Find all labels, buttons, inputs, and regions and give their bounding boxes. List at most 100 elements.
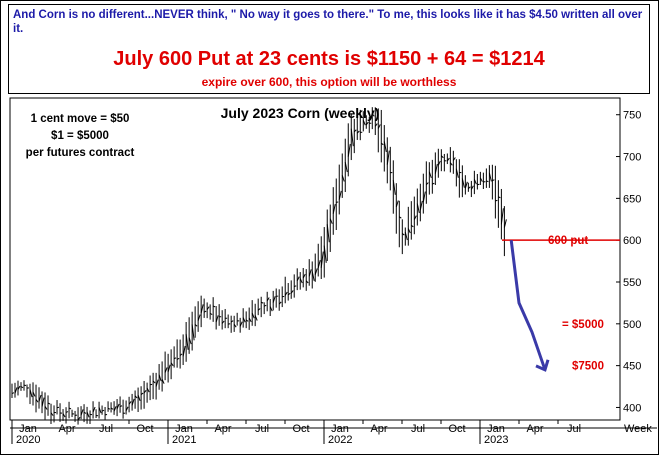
price-bar-close	[92, 406, 96, 413]
price-bar-close	[173, 357, 177, 360]
price-bar-close	[257, 308, 261, 311]
x-month-label: Jan	[487, 423, 505, 435]
x-month-label: Jan	[331, 423, 349, 435]
price-bar-close	[152, 380, 156, 384]
banner-subline: expire over 600, this option will be wor…	[201, 75, 457, 89]
price-bar-close	[353, 129, 357, 133]
price-bar-close	[245, 319, 249, 322]
price-bar-close	[77, 416, 81, 421]
price-bar-close	[308, 269, 312, 277]
price-bar-close	[50, 412, 54, 416]
price-bar-close	[248, 317, 252, 323]
price-bar-close	[356, 130, 360, 134]
price-bar-close	[419, 200, 423, 211]
price-bar-close	[383, 141, 387, 153]
price-bar-close	[294, 285, 297, 287]
price-bar-close	[140, 392, 144, 395]
price-bar-close	[179, 353, 183, 356]
x-month-label: Jan	[19, 423, 37, 435]
banner-headline: July 600 Put at 23 cents is $1150 + 64 =…	[113, 48, 545, 70]
price-bar-close	[155, 379, 159, 387]
x-year-label: 2020	[16, 434, 40, 446]
x-month-label: Jul	[99, 423, 113, 435]
price-bar-close	[470, 185, 474, 190]
price-bar-close	[125, 406, 129, 412]
price-bar-close	[377, 124, 381, 129]
price-bar-close	[263, 304, 267, 307]
price-bar-close	[434, 163, 438, 174]
price-bar-close	[440, 155, 444, 159]
price-bar-close	[83, 411, 87, 414]
price-bar-close	[29, 389, 33, 398]
price-bar-close	[404, 231, 408, 241]
price-bar-close	[110, 407, 114, 410]
y-tick-label: 700	[623, 152, 641, 164]
price-bar-close	[194, 324, 198, 327]
price-bar-close	[260, 301, 264, 304]
price-bar-close	[170, 362, 174, 367]
price-bar-close	[411, 224, 414, 228]
x-month-label: Jul	[411, 423, 425, 435]
price-bar-close	[386, 150, 390, 165]
price-bar-close	[272, 296, 276, 303]
price-bar-close	[128, 401, 132, 405]
price-bar-close	[399, 216, 402, 219]
price-bar-close	[221, 320, 225, 324]
price-bar-close	[266, 297, 270, 302]
price-bar-close	[320, 251, 324, 269]
price-bar-close	[422, 191, 426, 203]
price-bar-close	[65, 411, 69, 413]
price-bar-close	[332, 203, 336, 214]
price-bar-close	[503, 219, 507, 228]
price-bar-close	[242, 317, 246, 323]
price-bar-close	[401, 233, 405, 236]
price-bar-close	[146, 387, 150, 393]
price-bar-close	[305, 280, 309, 284]
price-bar-close	[197, 314, 201, 321]
price-bar-close	[212, 305, 216, 308]
y-tick-label: 750	[623, 110, 641, 122]
price-bar-close	[41, 397, 45, 407]
price-bar-close	[299, 278, 303, 284]
price-bar-close	[371, 113, 375, 117]
price-bar-close	[62, 413, 66, 418]
price-bar-close	[287, 292, 291, 296]
price-bar-close	[492, 179, 495, 182]
price-bar-close	[158, 374, 162, 382]
price-bar-close	[269, 306, 273, 312]
note-per-contract: per futures contract	[26, 147, 135, 159]
price-bar-close	[233, 324, 237, 328]
x-month-label: Jul	[255, 423, 269, 435]
x-month-label: Oct	[136, 423, 153, 435]
price-bar-close	[317, 260, 321, 268]
price-bar-close	[468, 186, 471, 189]
price-bar-close	[188, 337, 192, 345]
price-bar-close	[113, 406, 117, 412]
price-bar-close	[344, 161, 348, 173]
plot-area	[9, 97, 621, 421]
price-bar-close	[428, 171, 432, 179]
price-bar-close	[11, 392, 15, 395]
price-bar-close	[47, 402, 51, 405]
price-bar-close	[455, 168, 459, 178]
x-year-label: 2023	[484, 434, 508, 446]
price-bar-close	[203, 310, 207, 313]
y-tick-label: 550	[623, 277, 641, 289]
price-bar-close	[191, 324, 195, 341]
price-bar-close	[329, 218, 333, 224]
price-bar-close	[35, 398, 39, 403]
price-bar-close	[392, 180, 396, 195]
price-bar-close	[143, 390, 147, 394]
x-month-label: Apr	[58, 423, 75, 435]
price-bar-close	[290, 290, 294, 294]
y-tick-label: 400	[623, 402, 641, 414]
annotation-label: = $5000	[562, 319, 604, 331]
price-bar-close	[17, 385, 21, 390]
price-bar-close	[486, 180, 489, 183]
price-bar-close	[338, 190, 342, 200]
price-bar-close	[347, 143, 351, 157]
price-bar-close	[365, 121, 369, 126]
price-bar-close	[284, 291, 288, 296]
price-bar-close	[380, 142, 384, 146]
